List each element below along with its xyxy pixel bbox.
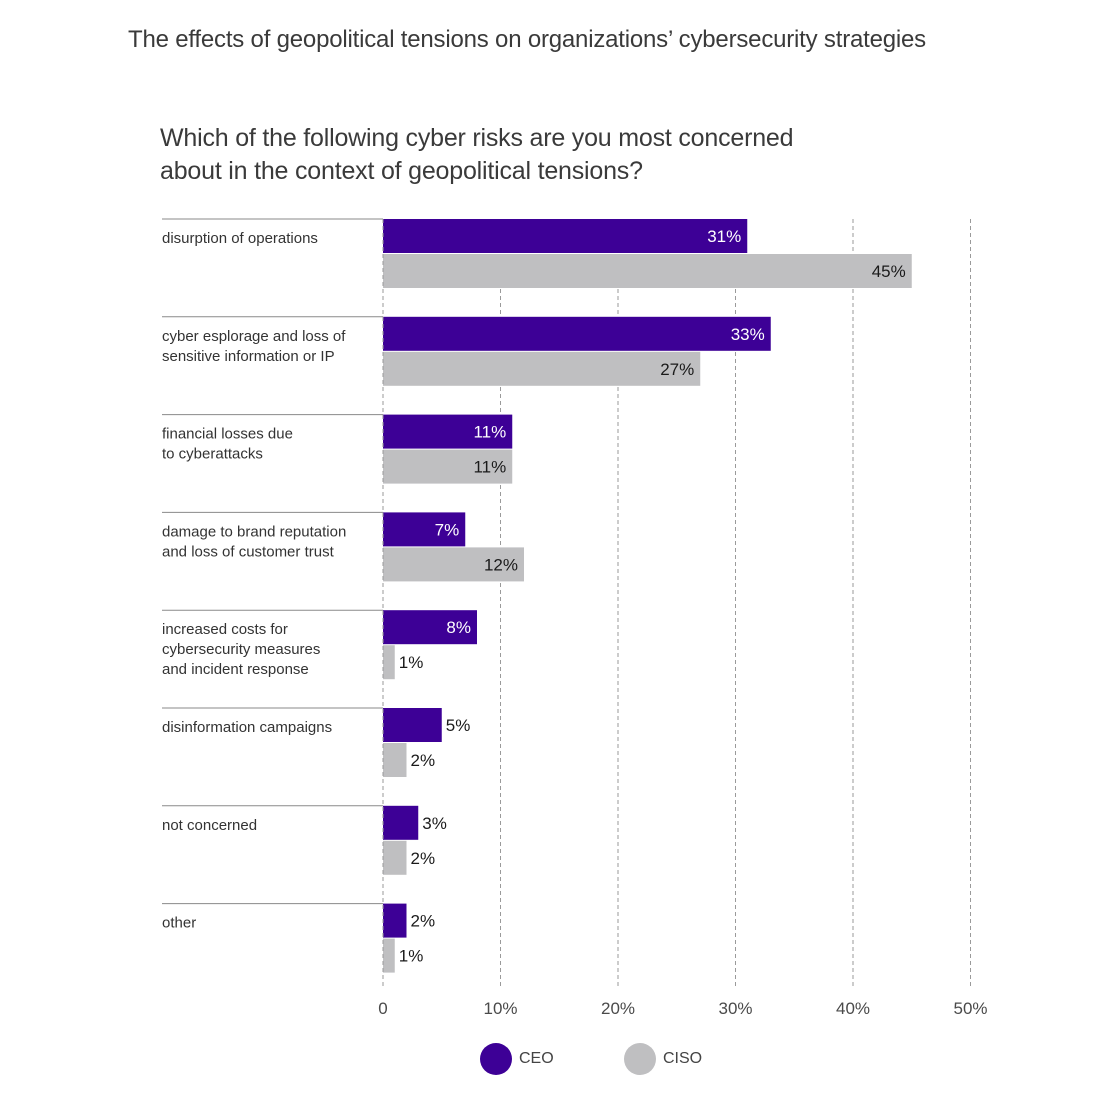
bar-ciso bbox=[383, 351, 701, 386]
bar-ceo bbox=[383, 610, 477, 645]
x-tick-label: 30% bbox=[718, 999, 752, 1018]
legend-ceo-swatch bbox=[480, 1043, 512, 1075]
bar-ciso bbox=[383, 840, 407, 875]
data-label: 12% bbox=[484, 555, 518, 574]
category-label: financial losses due bbox=[162, 426, 293, 443]
category-label: cyber esplorage and loss of bbox=[162, 328, 346, 345]
category-label: other bbox=[162, 915, 196, 932]
bar-ciso bbox=[383, 743, 407, 777]
data-label: 1% bbox=[399, 947, 424, 966]
category-label: and incident response bbox=[162, 661, 309, 678]
category-label: disinformation campaigns bbox=[162, 719, 332, 736]
bar-ceo bbox=[383, 414, 513, 449]
legend-ceo-label: CEO bbox=[519, 1050, 554, 1067]
chart-question: Which of the following cyber risks are y… bbox=[160, 122, 794, 188]
data-label: 33% bbox=[731, 325, 765, 344]
bar-ceo bbox=[383, 316, 771, 351]
data-label: 1% bbox=[399, 653, 424, 672]
chart-question-line-1: Which of the following cyber risks are y… bbox=[160, 124, 794, 152]
data-label: 7% bbox=[435, 520, 460, 539]
data-label: 27% bbox=[660, 360, 694, 379]
data-label: 5% bbox=[446, 716, 471, 735]
data-label: 2% bbox=[411, 751, 436, 770]
category-label: sensitive information or IP bbox=[162, 348, 335, 365]
data-label: 2% bbox=[411, 912, 436, 931]
category-label: not concerned bbox=[162, 817, 257, 834]
bar-ceo bbox=[383, 708, 442, 742]
x-tick-label: 20% bbox=[601, 999, 635, 1018]
bar-ceo bbox=[383, 219, 748, 253]
legend-ciso-label: CISO bbox=[663, 1050, 702, 1067]
category-label: cybersecurity measures bbox=[162, 641, 320, 658]
category-label: disurption of operations bbox=[162, 230, 318, 247]
category-label: to cyberattacks bbox=[162, 446, 263, 463]
chart-question-line-2: about in the context of geopolitical ten… bbox=[160, 157, 643, 185]
bar-ciso bbox=[383, 449, 513, 484]
data-label: 11% bbox=[473, 458, 506, 477]
category-label: and loss of customer trust bbox=[162, 543, 335, 560]
x-tick-label: 50% bbox=[953, 999, 987, 1018]
page-title: The effects of geopolitical tensions on … bbox=[128, 26, 926, 53]
data-label: 2% bbox=[411, 849, 436, 868]
bar-ciso bbox=[383, 938, 395, 973]
data-label: 8% bbox=[446, 618, 471, 637]
legend-ciso-swatch bbox=[624, 1043, 656, 1075]
x-tick-label: 40% bbox=[836, 999, 870, 1018]
bar-ciso bbox=[383, 547, 524, 582]
category-label: damage to brand reputation bbox=[162, 523, 346, 540]
data-label: 31% bbox=[707, 227, 741, 246]
data-label: 11% bbox=[473, 423, 506, 442]
category-label: increased costs for bbox=[162, 621, 288, 638]
bar-ciso bbox=[383, 254, 912, 288]
bar-ciso bbox=[383, 645, 395, 680]
x-tick-label: 10% bbox=[483, 999, 517, 1018]
data-label: 45% bbox=[872, 262, 906, 281]
x-tick-label: 0 bbox=[378, 999, 387, 1018]
data-label: 3% bbox=[422, 814, 447, 833]
bar-ceo bbox=[383, 903, 407, 938]
bar-ceo bbox=[383, 805, 419, 840]
bar-ceo bbox=[383, 512, 466, 547]
